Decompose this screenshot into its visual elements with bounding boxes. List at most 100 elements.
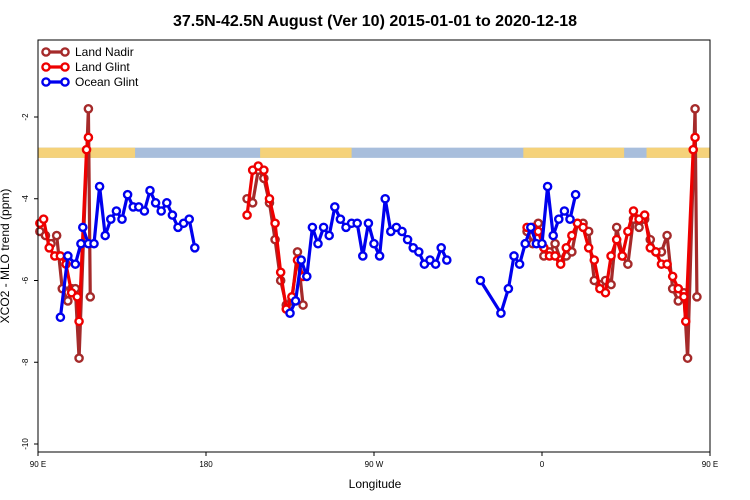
data-point xyxy=(617,251,628,261)
data-point xyxy=(561,242,572,253)
data-point xyxy=(690,132,700,143)
data-point xyxy=(44,242,55,253)
data-point xyxy=(606,251,616,261)
data-point xyxy=(688,144,699,155)
data-point xyxy=(662,259,672,269)
data-point xyxy=(290,296,301,306)
data-point xyxy=(537,238,547,249)
legend-label: Land Nadir xyxy=(75,45,134,59)
data-point xyxy=(318,222,329,233)
data-point xyxy=(436,242,447,253)
data-point xyxy=(275,267,286,278)
data-point xyxy=(397,226,407,237)
data-point xyxy=(167,210,178,220)
x-tick-label: 180 xyxy=(199,460,213,469)
data-point xyxy=(559,206,570,216)
data-point xyxy=(184,214,194,224)
data-point xyxy=(335,214,346,224)
legend-item: Land Nadir xyxy=(41,45,134,59)
data-point xyxy=(600,287,611,298)
series-layer xyxy=(35,104,702,363)
data-point xyxy=(189,242,200,253)
data-point xyxy=(55,312,66,323)
land-segment xyxy=(523,147,625,158)
data-point xyxy=(161,198,172,208)
data-point xyxy=(667,271,678,282)
legend-swatch-marker xyxy=(41,77,51,87)
data-point xyxy=(78,222,88,233)
data-point xyxy=(55,251,66,261)
data-point xyxy=(682,353,693,363)
data-point xyxy=(307,222,318,233)
x-axis-label: Longitude xyxy=(349,477,402,491)
data-point xyxy=(634,222,644,233)
data-point xyxy=(76,238,86,249)
data-point xyxy=(475,275,486,286)
data-point xyxy=(111,206,122,216)
data-point xyxy=(679,292,689,302)
data-point xyxy=(550,238,560,249)
legend-label: Ocean Glint xyxy=(75,75,139,89)
data-point xyxy=(264,193,275,204)
data-point xyxy=(94,181,105,192)
data-point xyxy=(70,259,81,269)
chart-title: 37.5N-42.5N August (Ver 10) 2015-01-01 t… xyxy=(173,13,577,30)
data-point xyxy=(51,230,62,241)
data-point xyxy=(352,218,363,229)
data-point xyxy=(270,218,280,229)
data-point xyxy=(139,206,150,216)
legend-label: Land Glint xyxy=(75,60,130,74)
data-point xyxy=(298,300,308,310)
legend-swatch-marker xyxy=(60,47,70,57)
data-point xyxy=(380,193,391,204)
data-point xyxy=(38,214,49,224)
data-point xyxy=(242,210,252,220)
legend-swatch-marker xyxy=(41,47,51,57)
series-line xyxy=(479,184,578,315)
data-point xyxy=(680,316,691,327)
data-point xyxy=(285,308,295,319)
data-point xyxy=(402,234,413,245)
data-point xyxy=(430,259,441,269)
data-point xyxy=(533,226,544,237)
data-point xyxy=(292,247,303,257)
data-point xyxy=(156,206,166,216)
data-point xyxy=(570,189,581,200)
legend-item: Ocean Glint xyxy=(41,75,139,89)
data-point xyxy=(145,185,155,196)
series-line xyxy=(81,184,197,249)
y-axis-label: XCO2 - MLO trend (ppm) xyxy=(0,189,12,324)
y-tick-label: -2 xyxy=(21,113,30,121)
data-point xyxy=(567,230,577,241)
data-point xyxy=(374,251,385,261)
data-point xyxy=(578,222,588,233)
data-point xyxy=(548,230,559,241)
data-point xyxy=(611,222,622,233)
legend-swatch-marker xyxy=(41,62,51,72)
data-point xyxy=(662,230,672,241)
data-point xyxy=(565,214,575,224)
data-point xyxy=(623,226,633,237)
land-ocean-strip xyxy=(38,147,710,158)
y-tick-label: -6 xyxy=(21,276,30,284)
data-point xyxy=(72,292,82,302)
data-point xyxy=(496,308,506,319)
land-segment xyxy=(260,147,352,158)
series-line xyxy=(288,197,449,314)
data-point xyxy=(89,238,99,249)
series-ocean-glint xyxy=(55,181,581,323)
data-point xyxy=(550,251,560,261)
legend-swatch-marker xyxy=(60,62,70,72)
data-point xyxy=(106,214,116,224)
data-point xyxy=(583,242,594,253)
data-point xyxy=(623,259,633,269)
x-tick-label: 90 E xyxy=(702,460,718,469)
y-tick-label: -4 xyxy=(21,195,30,203)
data-point xyxy=(296,255,307,265)
data-point xyxy=(555,259,566,269)
y-tick-label: -10 xyxy=(21,438,30,450)
data-point xyxy=(509,251,519,261)
data-point xyxy=(363,218,374,229)
